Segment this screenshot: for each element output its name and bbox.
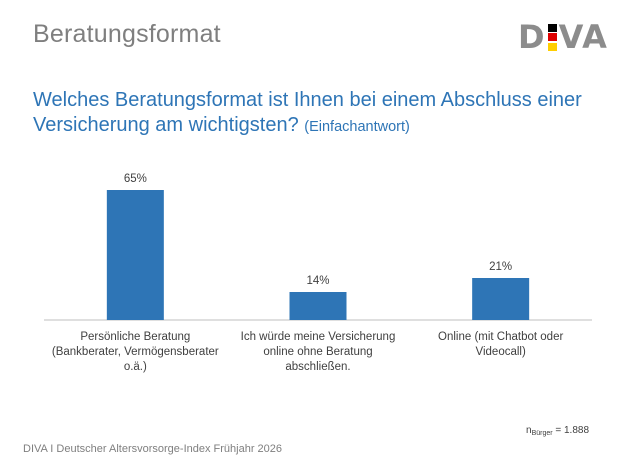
bar-3: [472, 278, 530, 320]
data-label-1: 65%: [124, 173, 147, 185]
data-label-3: 21%: [489, 261, 512, 273]
sample-value: = 1.888: [552, 425, 589, 436]
category-label-line: o.ä.): [124, 361, 147, 373]
category-label-2: Ich würde meine Versicherung online ohne …: [241, 331, 396, 373]
data-label-2: 14%: [306, 275, 329, 287]
category-label-line: Persönliche Beratung: [80, 331, 190, 343]
category-label-line: online ohne Beratung: [263, 346, 372, 358]
category-label-line: Ich würde meine Versicherung: [241, 331, 396, 343]
category-label-line: abschließen.: [285, 361, 350, 373]
category-label-line: Videocall): [476, 346, 526, 358]
category-label-line: (Bankberater, Vermögensberater: [52, 346, 219, 358]
slide-title: Beratungsformat: [33, 20, 221, 48]
flag-stripe-red: [547, 33, 557, 41]
logo-letter-d: D: [518, 18, 546, 56]
footer-source: DIVA I Deutscher Altersvorsorge-Index Fr…: [23, 443, 283, 455]
sample-size: nBürger = 1.888: [526, 425, 589, 437]
flag-stripe-gold: [547, 42, 557, 51]
question-text: Welches Beratungsformat ist Ihnen bei ei…: [33, 88, 603, 140]
category-label-3: Online (mit Chatbot oder Videocall): [438, 331, 563, 358]
bar-1: [106, 190, 164, 320]
category-label-1: Persönliche Beratung (Bankberater, Vermög…: [52, 331, 219, 373]
sample-prefix: n: [526, 425, 532, 436]
logo-letters-va: VA: [558, 18, 608, 56]
bar-2: [289, 292, 347, 320]
question-answer-type: (Einfachantwort): [304, 119, 410, 135]
diva-logo: D VA: [518, 18, 608, 56]
category-label-line: Online (mit Chatbot oder: [438, 331, 563, 343]
flag-stripe-black: [547, 23, 557, 32]
german-flag-icon: [547, 23, 557, 53]
sample-subscript: Bürger: [531, 430, 553, 437]
question-main: Welches Beratungsformat ist Ihnen bei ei…: [33, 89, 582, 136]
